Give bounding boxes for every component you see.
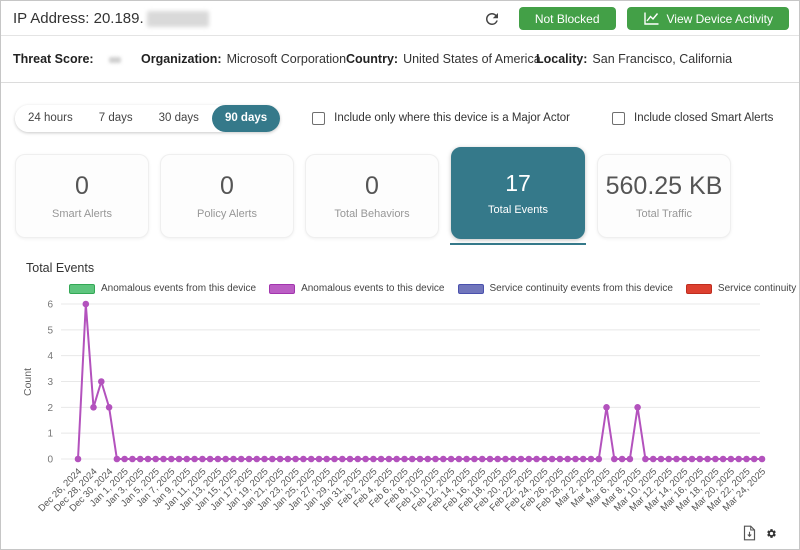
closed-alerts-filter: Include closed Smart Alerts <box>612 112 773 125</box>
legend-swatch <box>69 284 95 294</box>
chart-plot: 0123456Dec 26, 2024Dec 28, 2024Dec 30, 2… <box>36 300 768 515</box>
total-events-label: Total Events <box>488 204 548 216</box>
stat-card-policy-alerts[interactable]: 0 Policy Alerts <box>160 154 294 238</box>
time-range-selector: 24 hours 7 days 30 days 90 days <box>15 105 280 132</box>
y-axis-title: Count <box>22 368 34 396</box>
not-blocked-button[interactable]: Not Blocked <box>519 7 616 30</box>
closed-alerts-checkbox[interactable] <box>612 112 625 125</box>
range-30-days-button[interactable]: 30 days <box>146 105 212 132</box>
threat-score-field: Threat Score: <box>13 52 121 66</box>
total-events-section: Total Events Anomalous events from this … <box>1 251 799 524</box>
legend-label: Service continuity events from this devi… <box>490 283 673 294</box>
svg-text:5: 5 <box>47 325 53 336</box>
total-behaviors-value: 0 <box>365 172 379 201</box>
legend-swatch <box>458 284 484 294</box>
chart-legend: Anomalous events from this device Anomalo… <box>69 283 799 294</box>
legend-item: Anomalous events from this device <box>69 283 256 294</box>
ip-address-label: IP Address: 20.189. <box>13 10 144 27</box>
total-traffic-value: 560.25 KB <box>606 172 723 201</box>
svg-text:6: 6 <box>47 300 53 311</box>
country-field: Country: United States of America <box>346 52 541 66</box>
locality-label: Locality: <box>536 52 587 66</box>
total-events-value: 17 <box>505 170 531 197</box>
refresh-icon[interactable] <box>482 9 502 29</box>
settings-gear-icon[interactable] <box>766 528 777 539</box>
major-actor-checkbox-label: Include only where this device is a Majo… <box>334 112 570 124</box>
range-7-days-button[interactable]: 7 days <box>86 105 146 132</box>
info-bar: Threat Score: Organization: Microsoft Cor… <box>1 35 799 83</box>
svg-text:3: 3 <box>47 377 53 388</box>
ip-redacted <box>147 11 209 27</box>
header: IP Address: 20.189. Not Blocked View Dev… <box>1 1 799 35</box>
legend-label: Service continuity events to this device <box>718 283 800 294</box>
organization-label: Organization: <box>141 52 222 66</box>
stat-card-total-traffic[interactable]: 560.25 KB Total Traffic <box>597 154 731 238</box>
major-actor-filter: Include only where this device is a Majo… <box>312 112 570 125</box>
legend-item: Anomalous events to this device <box>269 283 444 294</box>
line-chart-icon <box>643 11 660 26</box>
ip-detail-page: IP Address: 20.189. Not Blocked View Dev… <box>0 0 800 550</box>
events-chart: Count 0123456Dec 26, 2024Dec 28, 2024Dec… <box>7 296 787 524</box>
range-90-days-button[interactable]: 90 days <box>212 105 280 132</box>
legend-item: Service continuity events to this device <box>686 283 800 294</box>
threat-score-label: Threat Score: <box>13 52 94 66</box>
organization-value: Microsoft Corporation <box>227 52 347 66</box>
stat-card-total-events[interactable]: 17 Total Events <box>451 147 585 239</box>
svg-text:4: 4 <box>47 351 53 362</box>
filter-bar: 24 hours 7 days 30 days 90 days Include … <box>1 102 799 134</box>
country-value: United States of America <box>403 52 541 66</box>
svg-text:1: 1 <box>47 429 53 440</box>
threat-score-redacted <box>109 57 121 63</box>
view-device-activity-label: View Device Activity <box>667 12 773 26</box>
range-24-hours-button[interactable]: 24 hours <box>15 105 86 132</box>
smart-alerts-value: 0 <box>75 172 89 201</box>
total-traffic-label: Total Traffic <box>636 208 692 220</box>
chart-title: Total Events <box>26 261 799 275</box>
stat-card-smart-alerts[interactable]: 0 Smart Alerts <box>15 154 149 238</box>
page-title: IP Address: 20.189. <box>13 10 209 27</box>
legend-item: Service continuity events from this devi… <box>458 283 673 294</box>
legend-swatch <box>686 284 712 294</box>
view-device-activity-button[interactable]: View Device Activity <box>627 7 789 30</box>
export-icon[interactable] <box>742 525 757 541</box>
legend-swatch <box>269 284 295 294</box>
total-behaviors-label: Total Behaviors <box>334 208 409 220</box>
major-actor-checkbox[interactable] <box>312 112 325 125</box>
policy-alerts-value: 0 <box>220 172 234 201</box>
legend-label: Anomalous events to this device <box>301 283 444 294</box>
country-label: Country: <box>346 52 398 66</box>
header-actions: Not Blocked View Device Activity <box>482 7 789 30</box>
svg-text:2: 2 <box>47 403 53 414</box>
svg-text:0: 0 <box>47 455 53 466</box>
chart-toolbar <box>742 525 777 541</box>
locality-field: Locality: San Francisco, California <box>536 52 732 66</box>
policy-alerts-label: Policy Alerts <box>197 208 257 220</box>
organization-field: Organization: Microsoft Corporation <box>141 52 346 66</box>
smart-alerts-label: Smart Alerts <box>52 208 112 220</box>
closed-alerts-checkbox-label: Include closed Smart Alerts <box>634 112 773 124</box>
legend-label: Anomalous events from this device <box>101 283 256 294</box>
stat-cards-row: 0 Smart Alerts 0 Policy Alerts 0 Total B… <box>15 147 731 245</box>
locality-value: San Francisco, California <box>592 52 732 66</box>
stat-card-total-behaviors[interactable]: 0 Total Behaviors <box>305 154 439 238</box>
card-underline <box>450 243 586 245</box>
